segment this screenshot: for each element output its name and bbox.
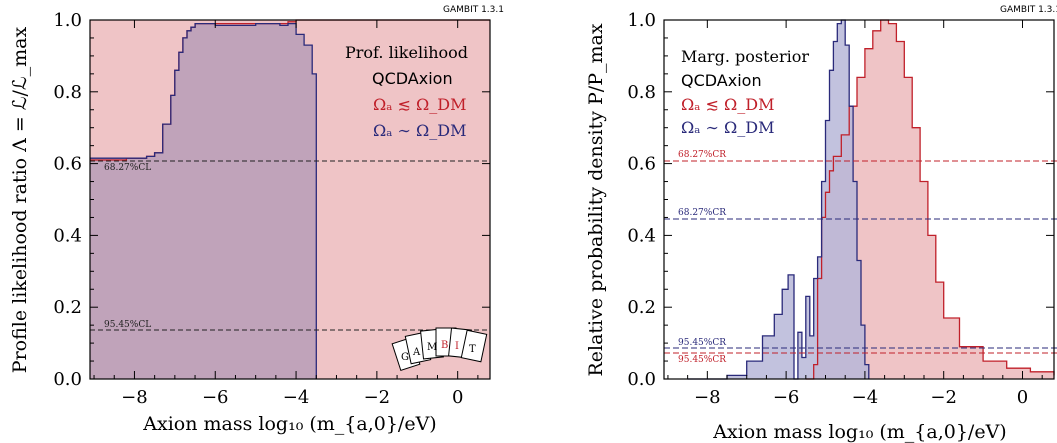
right-red-fill [805,20,1054,379]
left-gambit-badge: GAMBIT 1.3.1 [443,5,504,15]
y-tick-label: 1.0 [53,10,82,31]
svg-text:I: I [455,341,459,352]
x-tick-label: 0 [452,387,463,408]
right-blue-line [687,19,870,380]
left-legend-title: Prof. likelihood [345,43,468,62]
svg-text:M: M [427,342,437,353]
right-cr95-red-label: 95.45%CR [678,355,726,365]
right-gambit-badge: GAMBIT 1.3.1 [1000,5,1057,15]
right-legend-red: Ωₐ ≲ Ω_DM [681,95,775,114]
y-tick-label: 0.0 [53,369,82,390]
svg-text:T: T [469,344,476,355]
right-cr68-red-label: 68.27%CR [678,150,726,160]
svg-text:A: A [412,347,421,358]
y-tick-label: 0.2 [53,297,82,318]
right-legend-blue: Ωₐ ∼ Ω_DM [681,118,775,137]
right-blue-fill [687,20,869,379]
left-y-axis-title: Profile likelihood ratio Λ = ℒ/ℒ_max [9,27,31,374]
x-tick-label: −4 [283,387,310,408]
x-tick-label: −2 [364,387,391,408]
x-tick-label: −8 [121,387,148,408]
left-legend-red: Ωₐ ≲ Ω_DM [373,95,467,114]
right-cr95-blue-label: 95.45%CR [678,338,726,348]
y-tick-label: 0.4 [627,225,656,246]
left-legend-blue: Ωₐ ∼ Ω_DM [373,121,467,140]
y-tick-label: 0.8 [627,82,656,103]
right-x-axis-title: Axion mass log₁₀ (m_{a,0}/eV) [712,421,1006,443]
left-chart-panel: 68.27%CL 95.45%CL −8 −6 −4 −2 0 0.0 0.2 0.4 0.6 0… [9,10,491,435]
right-legend-model: QCDAxion [681,71,762,90]
left-blue-line [90,22,317,379]
svg-text:B: B [441,340,448,351]
right-cr68-blue-label: 68.27%CR [678,208,726,218]
left-cl68-label: 68.27%CL [104,163,151,173]
y-tick-label: 0.2 [627,297,656,318]
left-x-axis-title: Axion mass log₁₀ (m_{a,0}/eV) [142,413,436,435]
left-legend-model: QCDAxion [372,69,453,88]
x-tick-label: −6 [202,387,229,408]
y-tick-label: 0.6 [53,154,82,175]
right-legend-title: Marg. posterior [681,47,809,66]
x-tick-label: −2 [930,387,957,408]
x-tick-label: −8 [694,387,721,408]
y-tick-label: 0.0 [627,369,656,390]
y-tick-label: 0.8 [53,82,82,103]
x-tick-label: −6 [773,387,800,408]
left-ticks: −8 −6 −4 −2 0 0.0 0.2 0.4 0.6 0.8 1.0 [53,10,490,408]
left-blue-fill [90,23,317,379]
right-ticks: −8 −6 −4 −2 0 0.0 0.2 0.4 0.6 0.8 1.0 [627,10,1054,408]
y-tick-label: 1.0 [627,10,656,31]
svg-text:G: G [401,352,409,363]
x-tick-label: 0 [1017,387,1028,408]
y-tick-label: 0.4 [53,225,82,246]
y-tick-label: 0.6 [627,154,656,175]
right-chart-panel: 68.27%CR 68.27%CR 95.45%CR 95.45%CR −8 −6… [585,10,1057,443]
right-y-axis-title: Relative probability density P/P_max [585,23,607,376]
x-tick-label: −4 [852,387,879,408]
gambit-logo: G A M B I T [391,327,488,372]
left-cl95-label: 95.45%CL [104,320,151,330]
